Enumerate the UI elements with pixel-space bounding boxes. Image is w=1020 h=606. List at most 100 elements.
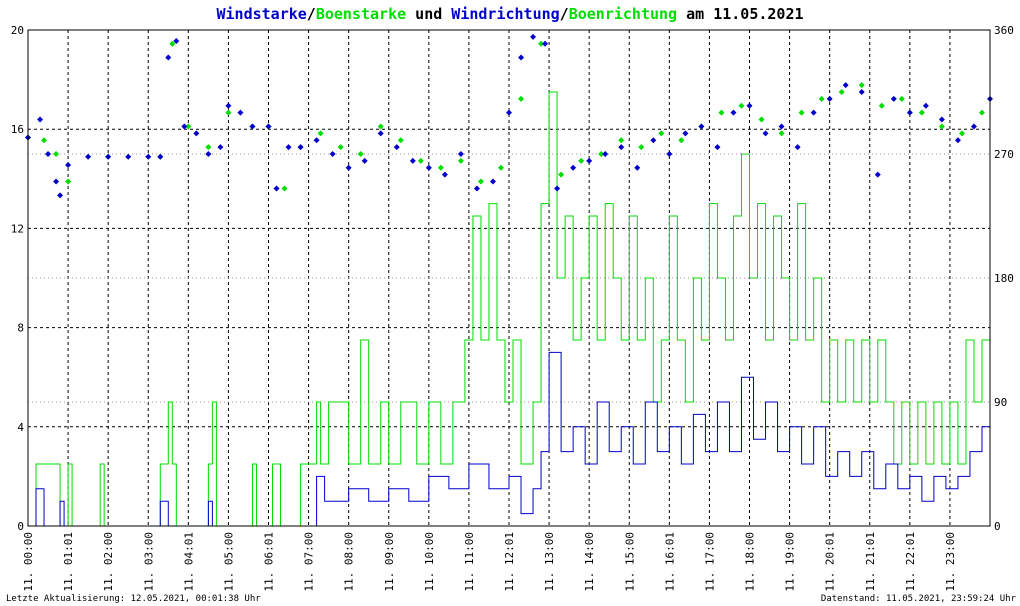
gust-direction-point <box>437 164 444 171</box>
wind-direction-point <box>157 153 164 160</box>
gust-direction-point <box>658 130 665 137</box>
gust-direction-point <box>417 157 424 164</box>
wind-direction-point <box>441 171 448 178</box>
gust-direction-point <box>205 144 212 151</box>
x-tick-label: 11. 10:00 <box>423 532 436 592</box>
x-tick-label: 11. 01:01 <box>62 532 75 592</box>
gust-direction-point <box>758 116 765 123</box>
wind-direction-point <box>650 137 657 144</box>
right-tick-label: 360 <box>994 24 1014 37</box>
gust-direction-series <box>25 40 985 192</box>
right-tick-label: 0 <box>994 520 1001 533</box>
wind-direction-point <box>954 137 961 144</box>
footer-last-update: Letzte Aktualisierung: 12.05.2021, 00:01… <box>6 594 261 604</box>
gust-direction-point <box>898 95 905 102</box>
title-windstarke: Windstarke <box>216 5 306 23</box>
wind-direction-point <box>37 116 44 123</box>
wind-direction-point <box>53 178 60 185</box>
x-tick-label: 11. 18:00 <box>744 532 757 592</box>
wind-direction-point <box>393 144 400 151</box>
wind-direction-point <box>57 192 64 199</box>
gust-direction-point <box>678 137 685 144</box>
x-tick-label: 11. 14:00 <box>583 532 596 592</box>
wind-direction-point <box>45 151 52 157</box>
gust-direction-point <box>538 40 545 47</box>
gust-direction-point <box>858 82 865 89</box>
chart-title: Windstarke/Boenstarke und Windrichtung/B… <box>216 5 803 23</box>
wind-direction-point <box>329 151 336 157</box>
gust-direction-point <box>878 102 885 109</box>
wind-direction-point <box>237 109 244 116</box>
gust-direction-point <box>838 89 845 95</box>
wind-direction-point <box>217 144 224 151</box>
wind-direction-point <box>602 151 609 157</box>
wind-direction-point <box>125 153 132 160</box>
wind-direction-point <box>313 137 320 144</box>
gust-direction-point <box>918 109 925 116</box>
wind-direction-point <box>762 130 769 137</box>
x-tick-label: 11. 00:00 <box>22 532 35 592</box>
left-tick-label: 8 <box>17 322 24 335</box>
wind-direction-point <box>666 151 673 157</box>
wind-direction-point <box>518 54 525 61</box>
title-windrichtung: Windrichtung <box>451 5 559 23</box>
gust-direction-point <box>958 130 965 137</box>
right-tick-label: 180 <box>994 272 1014 285</box>
wind-direction-point <box>85 153 92 160</box>
wind-direction-point <box>285 144 292 151</box>
gust-direction-point <box>938 123 945 130</box>
x-tick-label: 11. 11:00 <box>463 532 476 592</box>
wind-direction-point <box>618 144 625 151</box>
wind-direction-point <box>794 144 801 151</box>
wind-direction-point <box>225 102 232 109</box>
wind-direction-point <box>858 89 865 95</box>
x-tick-label: 11. 09:00 <box>383 532 396 592</box>
gust-direction-point <box>638 144 645 151</box>
right-tick-label: 270 <box>994 148 1014 161</box>
wind-direction-point <box>810 109 817 116</box>
gust-direction-point <box>518 95 525 102</box>
wind-direction-point <box>874 171 881 178</box>
wind-direction-point <box>205 151 212 157</box>
x-tick-label: 11. 23:00 <box>944 532 957 592</box>
x-tick-label: 11. 19:00 <box>784 532 797 592</box>
wind-direction-point <box>746 102 753 109</box>
gust-direction-point <box>397 137 404 144</box>
wind-direction-point <box>425 164 432 171</box>
x-tick-label: 11. 05:00 <box>222 532 235 592</box>
wind-direction-point <box>778 123 785 130</box>
gust-direction-point <box>578 157 585 164</box>
wind-direction-point <box>586 157 593 164</box>
x-tick-label: 11. 17:00 <box>703 532 716 592</box>
x-tick-label: 11. 12:01 <box>503 532 516 592</box>
wind-direction-point <box>634 164 641 171</box>
wind-direction-point <box>473 185 480 192</box>
left-tick-label: 0 <box>17 520 24 533</box>
left-tick-label: 4 <box>17 421 24 434</box>
gust-direction-point <box>41 137 48 144</box>
gust-direction-point <box>497 164 504 171</box>
gust-direction-point <box>618 137 625 144</box>
gust-direction-point <box>558 171 565 178</box>
wind-direction-point <box>714 144 721 151</box>
gust-direction-point <box>337 144 344 151</box>
wind-direction-point <box>249 123 256 130</box>
gust-direction-point <box>818 95 825 102</box>
title-boenrichtung: Boenrichtung <box>569 5 677 23</box>
title-date: am 11.05.2021 <box>677 5 803 23</box>
x-tick-label: 11. 08:00 <box>343 532 356 592</box>
x-tick-label: 11. 22:01 <box>904 532 917 592</box>
title-boenstarke: Boenstarke <box>316 5 406 23</box>
left-tick-label: 20 <box>11 24 24 37</box>
title-und: und <box>406 5 451 23</box>
wind-direction-point <box>842 82 849 89</box>
gust-direction-point <box>598 151 605 157</box>
gust-direction-point <box>169 40 176 47</box>
wind-direction-point <box>906 109 913 116</box>
title-sep-1: / <box>307 5 316 23</box>
wind-direction-point <box>922 102 929 109</box>
wind-direction-point <box>377 130 384 137</box>
wind-direction-point <box>890 95 897 102</box>
gust-direction-point <box>225 109 232 116</box>
wind-direction-point <box>361 157 368 164</box>
